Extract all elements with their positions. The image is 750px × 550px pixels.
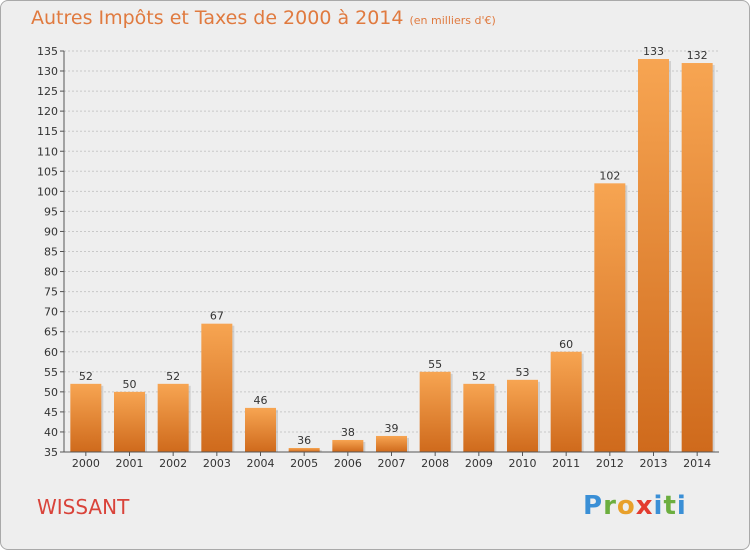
bar [332,439,364,452]
title-text: Autres Impôts et Taxes de 2000 à 2014 [31,7,404,29]
bar [463,383,495,452]
y-tick-label: 110 [37,145,58,158]
y-tick-label: 35 [44,446,58,459]
bar [419,371,451,452]
y-tick-label: 55 [44,366,58,379]
y-tick-label: 115 [37,125,58,138]
y-tick-label: 100 [37,185,58,198]
x-tick-label: 2005 [290,457,318,470]
y-tick-label: 130 [37,65,58,78]
bar [550,351,582,452]
x-axis: 2000 2001 2002 2003 2004 2005 2006 2007 2008 2009… [64,451,719,470]
data-label: 53 [516,366,530,379]
x-tick-label: 2009 [465,457,493,470]
x-tick-label: 2013 [640,457,668,470]
bar [681,63,713,452]
data-label: 46 [254,394,268,407]
bar [201,323,233,452]
data-label: 52 [166,370,180,383]
x-tick-label: 2014 [683,457,711,470]
x-tick-label: 2008 [421,457,449,470]
city-name: WISSANT [37,495,130,519]
data-label: 38 [341,426,355,439]
y-tick-label: 60 [44,346,58,359]
data-label: 60 [559,338,573,351]
x-tick-label: 2006 [334,457,362,470]
y-tick-label: 135 [37,45,58,58]
x-tick-label: 2000 [72,457,100,470]
data-label: 39 [385,422,399,435]
x-tick-label: 2007 [378,457,406,470]
proxiti-logo: Proxiti [583,491,687,521]
x-tick-label: 2003 [203,457,231,470]
x-tick-label: 2001 [116,457,144,470]
y-tick-label: 70 [44,306,58,319]
data-label: 102 [599,169,620,182]
data-label: 132 [687,49,708,62]
x-tick-label: 2010 [509,457,537,470]
x-tick-label: 2012 [596,457,624,470]
x-tick-label: 2011 [552,457,580,470]
y-tick-label: 50 [44,386,58,399]
bar [70,383,102,452]
y-tick-label: 95 [44,205,58,218]
data-label: 52 [472,370,486,383]
data-label: 67 [210,310,224,323]
bar [288,447,320,452]
bar [114,391,145,452]
y-tick-label: 65 [44,326,58,339]
y-axis: 35 40 45 50 55 60 65 70 75 80 85 90 95 100 105 110 115 12… [37,45,65,459]
data-label: 133 [643,45,664,58]
y-tick-label: 90 [44,225,58,238]
data-label: 36 [297,434,311,447]
data-label: 50 [123,378,137,391]
data-label: 55 [428,358,442,371]
y-tick-label: 80 [44,266,58,279]
x-tick-label: 2002 [159,457,187,470]
chart-title: Autres Impôts et Taxes de 2000 à 2014 (en… [31,7,496,29]
bar [638,59,669,453]
data-label: 52 [79,370,93,383]
bar [594,183,626,452]
title-unit: (en milliers d'€) [409,14,496,27]
y-tick-label: 125 [37,85,58,98]
x-tick-label: 2004 [247,457,275,470]
bars: 52 50 52 67 46 36 38 39 55 52 53 60 102 133 132 [70,45,715,453]
y-tick-label: 85 [44,246,58,259]
y-tick-label: 40 [44,426,58,439]
y-tick-label: 105 [37,165,58,178]
y-tick-label: 120 [37,105,58,118]
bar [157,383,189,452]
bar [245,407,276,452]
y-tick-label: 75 [44,286,58,299]
bar [507,379,538,452]
y-tick-label: 45 [44,406,58,419]
bar [376,435,407,452]
